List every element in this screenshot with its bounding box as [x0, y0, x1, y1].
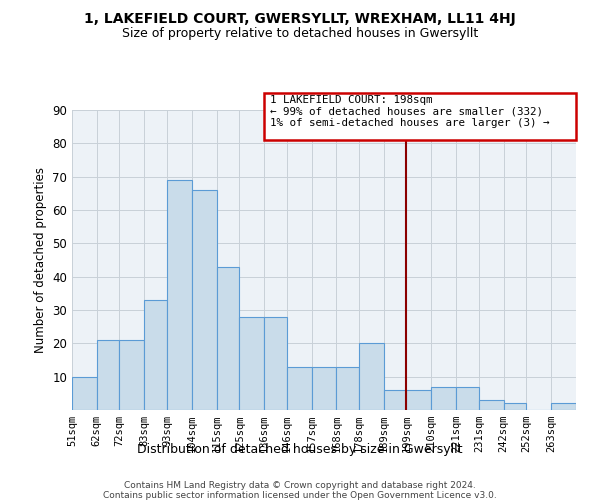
- Text: Distribution of detached houses by size in Gwersyllt: Distribution of detached houses by size …: [137, 442, 463, 456]
- Bar: [406, 390, 431, 410]
- Bar: [72, 376, 97, 410]
- Bar: [503, 404, 526, 410]
- Text: Contains HM Land Registry data © Crown copyright and database right 2024.: Contains HM Land Registry data © Crown c…: [124, 481, 476, 490]
- Text: 1, LAKEFIELD COURT, GWERSYLLT, WREXHAM, LL11 4HJ: 1, LAKEFIELD COURT, GWERSYLLT, WREXHAM, …: [84, 12, 516, 26]
- Bar: [456, 386, 479, 410]
- Bar: [239, 316, 264, 410]
- Bar: [192, 190, 217, 410]
- Text: Contains public sector information licensed under the Open Government Licence v3: Contains public sector information licen…: [103, 491, 497, 500]
- Bar: [311, 366, 337, 410]
- Text: 1 LAKEFIELD COURT: 198sqm
← 99% of detached houses are smaller (332)
1% of semi-: 1 LAKEFIELD COURT: 198sqm ← 99% of detac…: [270, 95, 550, 128]
- Bar: [337, 366, 359, 410]
- Bar: [479, 400, 503, 410]
- Bar: [359, 344, 384, 410]
- Bar: [384, 390, 406, 410]
- Y-axis label: Number of detached properties: Number of detached properties: [34, 167, 47, 353]
- Bar: [287, 366, 311, 410]
- Bar: [167, 180, 192, 410]
- Bar: [551, 404, 576, 410]
- Bar: [145, 300, 167, 410]
- Bar: [264, 316, 287, 410]
- Bar: [97, 340, 119, 410]
- Text: 1 LAKEFIELD COURT: 198sqm
← 99% of detached houses are smaller (332)
1% of semi-: 1 LAKEFIELD COURT: 198sqm ← 99% of detac…: [270, 95, 550, 128]
- Bar: [431, 386, 456, 410]
- Bar: [119, 340, 145, 410]
- Bar: [217, 266, 239, 410]
- Text: Size of property relative to detached houses in Gwersyllt: Size of property relative to detached ho…: [122, 28, 478, 40]
